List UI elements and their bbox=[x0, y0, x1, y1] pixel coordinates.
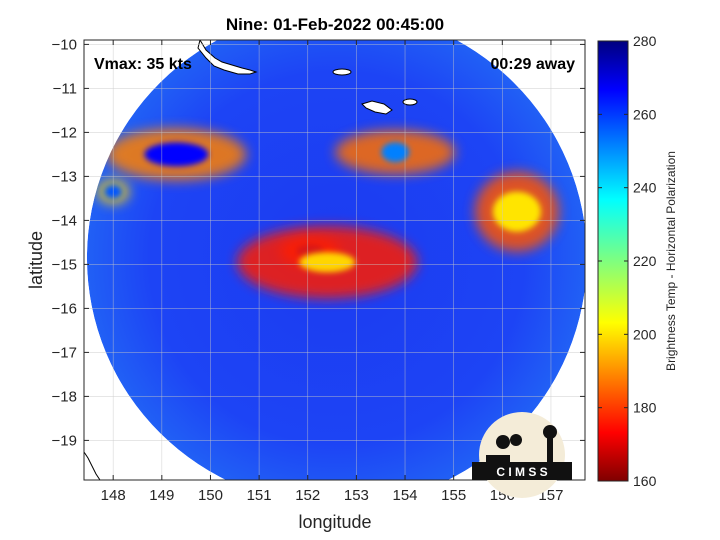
axes-frame bbox=[83, 39, 586, 481]
logo-tower-leg bbox=[547, 438, 553, 466]
colorbar-tick-label: 280 bbox=[633, 33, 657, 49]
logo-tower-tank bbox=[543, 425, 557, 439]
time-away-annotation: 00:29 away bbox=[490, 56, 575, 73]
y-tick-label: −16 bbox=[52, 300, 77, 317]
feature-core-ring-south bbox=[299, 252, 356, 273]
y-axis-label: latitude bbox=[26, 231, 46, 289]
vmax-annotation: Vmax: 35 kts bbox=[94, 56, 192, 73]
y-axis-ticks: −10 −11 −12 −13 −14 −15 −16 −17 −18 −19 bbox=[52, 36, 585, 449]
island-3 bbox=[402, 98, 418, 106]
chart-title: Nine: 01-Feb-2022 00:45:00 bbox=[226, 15, 444, 34]
y-tick-label: −12 bbox=[52, 124, 77, 141]
feature-core-cluster-east bbox=[492, 191, 541, 232]
x-tick-label: 154 bbox=[393, 487, 418, 504]
logo-banner bbox=[472, 462, 572, 480]
colorbar-tick-label: 260 bbox=[633, 106, 657, 122]
logo-dish-2 bbox=[510, 434, 522, 446]
x-axis-ticks: 148 149 150 151 152 153 154 155 156 157 bbox=[101, 40, 563, 504]
y-tick-label: −19 bbox=[52, 432, 77, 449]
coastline-nw bbox=[197, 40, 258, 75]
colorbar-tick-label: 160 bbox=[633, 473, 657, 489]
coastline-sw bbox=[84, 451, 101, 480]
island-2 bbox=[361, 100, 393, 115]
y-tick-label: −18 bbox=[52, 388, 77, 405]
colorbar-ticks: 160 180 200 220 240 260 280 bbox=[598, 33, 657, 489]
y-tick-label: −17 bbox=[52, 344, 77, 361]
coastlines bbox=[84, 40, 418, 480]
swath-image bbox=[86, 40, 585, 480]
x-tick-label: 148 bbox=[101, 487, 126, 504]
logo-building bbox=[486, 455, 510, 463]
colorbar-tick-label: 220 bbox=[633, 253, 657, 269]
x-tick-label: 153 bbox=[344, 487, 369, 504]
feature-core-band-west bbox=[144, 142, 209, 167]
logo-text: C I M S S bbox=[496, 465, 547, 479]
y-tick-label: −14 bbox=[52, 212, 77, 229]
x-tick-label: 151 bbox=[247, 487, 272, 504]
colorbar-label: Brightness Temp - Horizontal Polarizatio… bbox=[664, 151, 678, 371]
y-tick-label: −10 bbox=[52, 36, 77, 53]
island-1 bbox=[332, 68, 352, 76]
y-tick-label: −13 bbox=[52, 168, 77, 185]
logo-dish-1 bbox=[496, 435, 510, 449]
features-layer bbox=[97, 128, 559, 299]
colorbar-tick-label: 180 bbox=[633, 400, 657, 416]
colorbar-tick-label: 240 bbox=[633, 180, 657, 196]
x-tick-label: 150 bbox=[198, 487, 223, 504]
x-tick-label: 149 bbox=[149, 487, 174, 504]
colorbar-tick-label: 200 bbox=[633, 326, 657, 342]
x-tick-label: 155 bbox=[441, 487, 466, 504]
x-axis-label: longitude bbox=[298, 512, 371, 532]
cimss-logo: C I M S S bbox=[472, 412, 572, 498]
x-tick-label: 152 bbox=[295, 487, 320, 504]
feature-core-band-east bbox=[381, 142, 410, 163]
y-tick-label: −11 bbox=[53, 80, 77, 97]
colorbar bbox=[597, 40, 629, 482]
y-tick-label: −15 bbox=[52, 256, 77, 273]
